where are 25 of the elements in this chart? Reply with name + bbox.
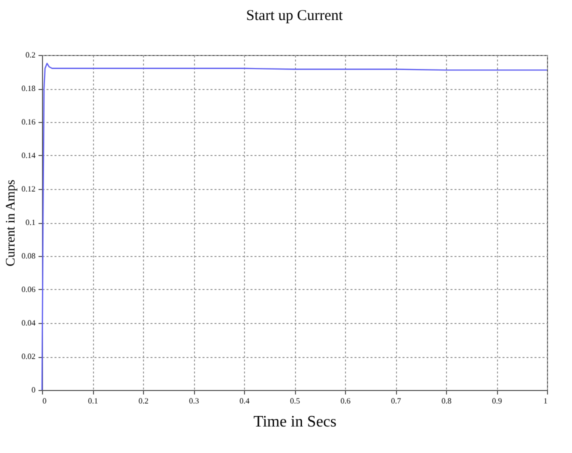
y-tick-label: 0.2 [26, 50, 36, 60]
x-tick-label: 0.5 [290, 396, 300, 406]
y-axis-title: Current in Amps [2, 180, 18, 266]
y-tick-label: 0.16 [22, 118, 36, 126]
x-tick-label: 0.6 [340, 396, 350, 406]
y-tick-label: 0.02 [22, 352, 36, 361]
y-tick-label: 0.18 [22, 84, 36, 93]
y-tick-label: 0 [32, 386, 36, 394]
y-tick-label: 0.04 [22, 318, 36, 328]
y-tick-label: 0.14 [22, 151, 36, 160]
x-tick-label: 0.7 [391, 396, 401, 406]
chart-title: Start up Current [246, 8, 344, 24]
x-axis-title: Time in Secs [254, 414, 336, 430]
y-tick-label: 0.08 [22, 252, 36, 260]
y-tick-label: 0.1 [26, 218, 36, 227]
x-tick-label: 0 [42, 396, 46, 406]
x-tick-label: 0.3 [189, 396, 199, 406]
x-tick-label: 0.1 [88, 396, 98, 406]
x-tick-label: 0.9 [492, 396, 502, 406]
x-tick-label: 0.4 [240, 396, 250, 406]
y-tick-label: 0.12 [22, 184, 36, 194]
x-tick-label: 0.2 [138, 396, 148, 406]
x-tick-label: 0.8 [442, 396, 452, 406]
x-tick-label: 1 [544, 396, 548, 406]
y-tick-label: 0.06 [22, 285, 36, 294]
